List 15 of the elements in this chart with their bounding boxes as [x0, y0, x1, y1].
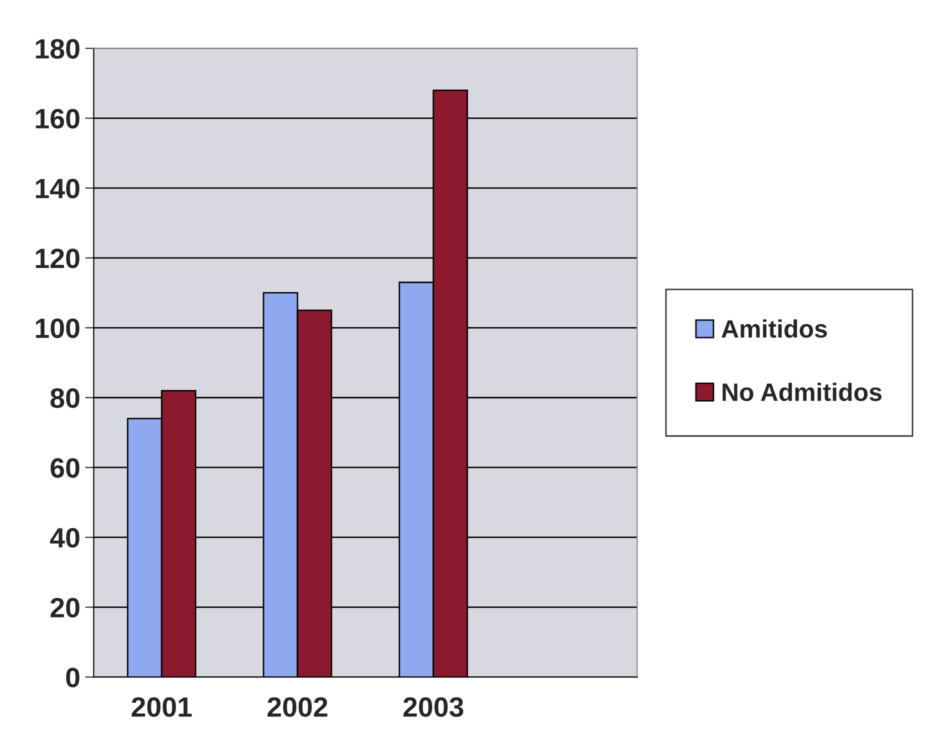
- y-tick-label: 60: [50, 458, 80, 478]
- y-tick-label: 0: [66, 668, 80, 688]
- y-tick-label: 160: [36, 108, 80, 129]
- x-tick-label: 2003: [403, 697, 464, 717]
- y-tick-label: 140: [36, 178, 80, 198]
- legend-label: Amitidos: [722, 319, 827, 338]
- y-tick-label: 40: [50, 528, 80, 548]
- x-tick-label: 2002: [268, 697, 328, 717]
- x-tick-label: 2001: [132, 697, 192, 717]
- y-tick-label: 80: [50, 388, 80, 408]
- y-tick-label: 180: [36, 39, 80, 59]
- legend-label: No Admitidos: [722, 382, 882, 402]
- y-tick-label: 20: [50, 598, 80, 618]
- y-tick-label: 100: [36, 318, 80, 338]
- y-tick-label: 120: [36, 248, 80, 268]
